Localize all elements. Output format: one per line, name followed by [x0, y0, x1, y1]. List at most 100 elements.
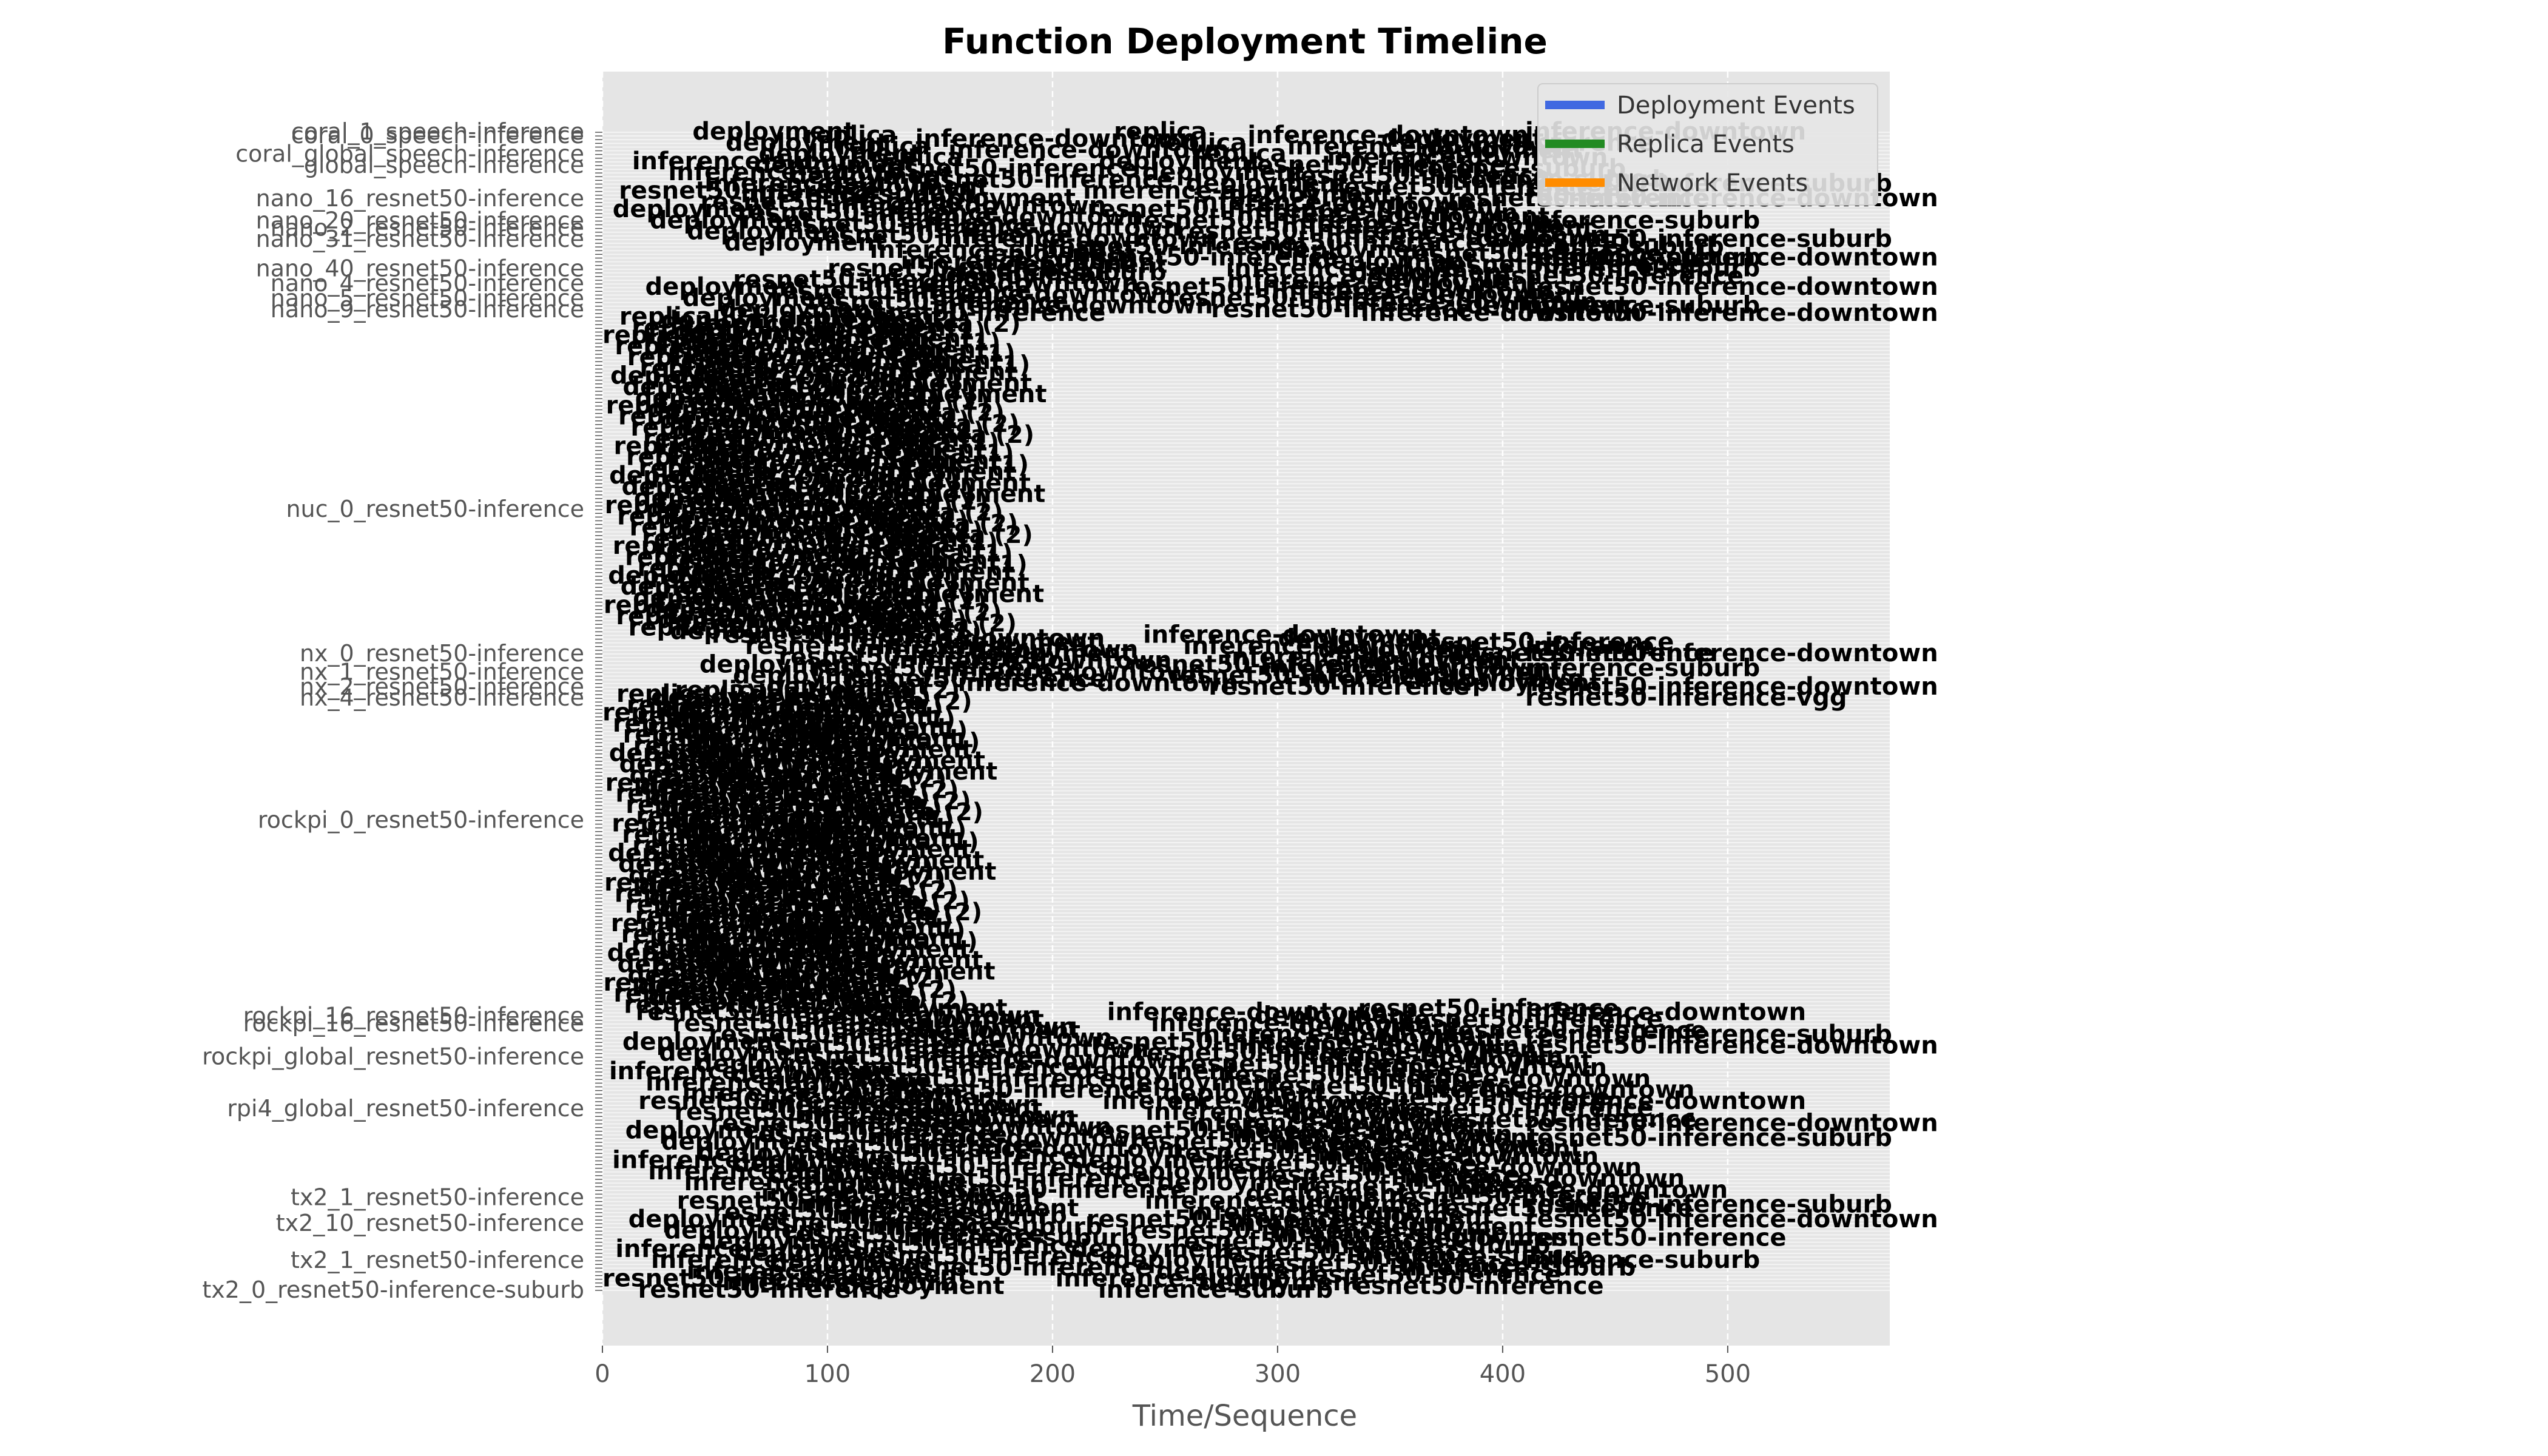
- event-annotation: deployment: [720, 295, 882, 323]
- event-annotation: deployment: [808, 935, 971, 963]
- event-annotation: deployment: [622, 1028, 785, 1056]
- event-annotation: deployment: [1377, 269, 1540, 297]
- event-annotation: deployment: [761, 592, 924, 619]
- event-annotation: deployment: [699, 1228, 862, 1256]
- event-annotation: replica (2): [604, 969, 744, 997]
- event-annotation: resnet50-inference: [1087, 1205, 1348, 1233]
- event-annotation: inference-suburb: [1083, 177, 1318, 205]
- event-annotation: replica (1): [739, 839, 880, 867]
- event-annotation: replica (2): [769, 732, 910, 760]
- event-annotation: replica (2): [831, 787, 971, 815]
- event-annotation: deployment: [645, 595, 807, 623]
- event-annotation: resnet50-inference: [807, 288, 1069, 316]
- event-annotation: inference-suburb: [741, 181, 976, 209]
- event-annotation: deployment: [670, 617, 832, 645]
- event-annotation: deployment: [869, 369, 1032, 397]
- event-annotation: replica (2): [676, 846, 817, 874]
- event-annotation: resnet50-inference: [700, 188, 962, 216]
- event-annotation: replica (1): [750, 950, 891, 978]
- event-annotation: deployment: [621, 573, 783, 601]
- event-annotation: replica (2): [642, 525, 783, 553]
- x-tick-label: 400: [1480, 1360, 1526, 1388]
- event-annotation: deployment: [607, 939, 770, 967]
- event-annotation: replica (2): [818, 777, 959, 804]
- event-annotation: replica (2): [681, 358, 822, 386]
- event-annotation: deployment: [697, 440, 860, 468]
- event-annotation: deployment: [695, 1050, 858, 1078]
- event-annotation: inference-suburb: [1098, 1276, 1333, 1304]
- event-annotation: replica (1): [699, 610, 840, 638]
- event-annotation: resnet50-inference: [1446, 1017, 1707, 1045]
- event-annotation: deployment: [622, 473, 784, 501]
- event-annotation: replica (2): [605, 769, 746, 797]
- event-annotation: deployment: [692, 728, 854, 756]
- event-annotation: deployment: [758, 991, 920, 1019]
- event-annotation: replica (1): [689, 399, 830, 427]
- event-annotation: inference-downtown: [925, 658, 1205, 686]
- event-annotation: deployment: [1343, 192, 1505, 220]
- event-annotation: inference-downtown: [1287, 132, 1568, 160]
- event-annotation: deployment: [672, 417, 835, 445]
- event-annotation: inference-suburb: [868, 1213, 1102, 1241]
- event-annotation: deployment: [1229, 181, 1392, 209]
- event-annotation: resnet50-inference: [636, 999, 897, 1026]
- event-annotation: replica (2): [787, 543, 928, 571]
- event-annotation: deployment: [669, 906, 832, 934]
- event-annotation: inference-suburb: [1526, 243, 1761, 271]
- event-annotation: deployment: [759, 140, 922, 168]
- event-annotation: replica (1): [845, 317, 986, 345]
- event-annotation: deployment: [1373, 1213, 1536, 1241]
- event-annotation: replica (1): [875, 340, 1016, 368]
- event-annotation: resnet50-inference: [638, 1087, 900, 1115]
- event-annotation: inference-downtown: [1272, 277, 1552, 305]
- event-annotation: deployment: [708, 551, 871, 579]
- event-annotation: replica (1): [638, 454, 779, 482]
- event-annotation: replica (1): [675, 588, 815, 616]
- event-annotation: deployment: [809, 835, 972, 863]
- event-annotation: replica (1): [777, 773, 918, 801]
- event-annotation: deployment: [1247, 1091, 1410, 1119]
- event-annotation: deployment: [854, 358, 1017, 386]
- event-annotation: replica (2): [615, 880, 755, 908]
- event-annotation: replica (2): [655, 436, 796, 464]
- event-annotation: inference-downtown: [609, 1057, 890, 1085]
- y-tick-label: coral_global_speech-inference: [235, 141, 584, 167]
- event-annotation: resnet50-inference: [770, 277, 1031, 305]
- y-tick-label: rockpi_0_resnet50-inference: [258, 806, 584, 833]
- event-annotation: deployment: [825, 336, 988, 364]
- event-annotation: resnet50-inference: [784, 1220, 1045, 1248]
- event-annotation: deployment: [726, 129, 888, 157]
- y-tick-label: nx_4_resnet50-inference: [300, 684, 584, 711]
- event-annotation: replica (2): [792, 954, 932, 982]
- y-tick-label: nano_4_resnet50-inference: [271, 270, 584, 297]
- event-annotation: deployment: [1476, 225, 1639, 253]
- y-tick-label: nano_9_resnet50-inference: [271, 296, 584, 323]
- event-annotation: replica (2): [760, 321, 901, 349]
- y-tick-label: nano_20_resnet50-inference: [256, 207, 584, 234]
- event-annotation: replica (1): [764, 861, 905, 889]
- event-annotation: deployment: [761, 691, 924, 719]
- event-annotation: replica (2): [828, 987, 969, 1015]
- event-annotation: replica (1): [811, 595, 952, 623]
- event-annotation: replica (1): [684, 787, 825, 815]
- event-annotation: replica (2): [790, 343, 931, 371]
- event-annotation: inference-downtown: [1282, 211, 1563, 238]
- event-annotation: replica (2): [676, 946, 817, 974]
- event-annotation: replica (2): [772, 532, 913, 560]
- event-annotation: replica (1): [714, 421, 855, 449]
- event-annotation: deployment: [1351, 258, 1514, 286]
- event-annotation: deployment: [660, 406, 823, 434]
- event-annotation: deployment: [823, 436, 986, 464]
- event-annotation: replica (2): [803, 454, 944, 482]
- event-annotation: replica (1): [826, 817, 966, 845]
- event-annotation: replica (2): [805, 865, 946, 893]
- event-annotation: replica (2): [604, 869, 745, 897]
- event-annotation: deployment: [610, 362, 773, 390]
- event-annotation: replica (2): [678, 747, 818, 775]
- event-annotation: replica: [1154, 129, 1247, 157]
- event-annotation: resnet50-inference: [1266, 1073, 1528, 1100]
- event-annotation: inference-downtown: [903, 1135, 1184, 1163]
- event-annotation: replica (2): [669, 347, 809, 375]
- event-annotation: replica (1): [887, 551, 1028, 579]
